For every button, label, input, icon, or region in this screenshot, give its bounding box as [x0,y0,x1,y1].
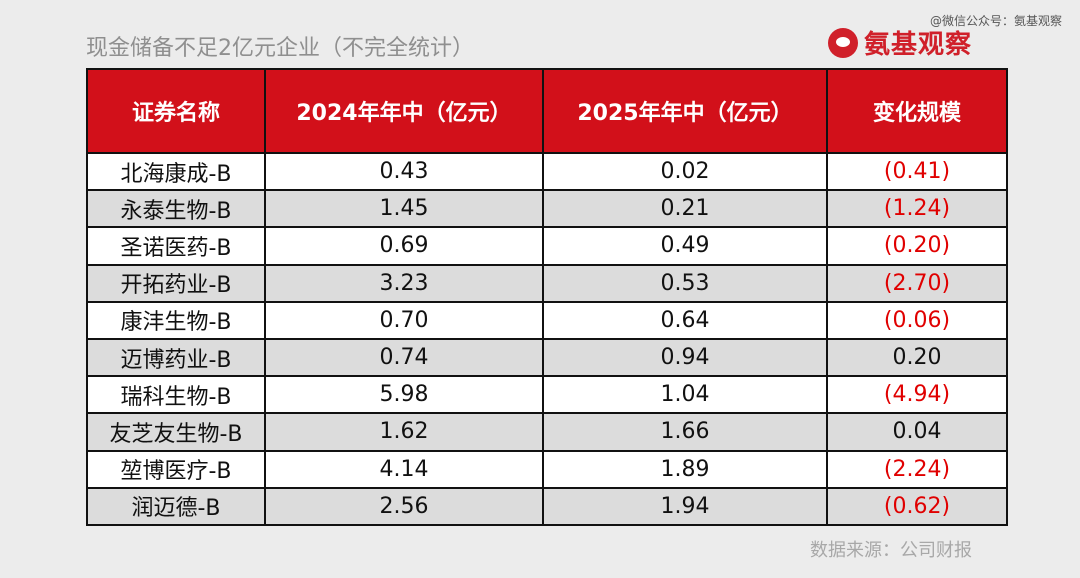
header-change: 变化规模 [826,68,1008,154]
cell-name: 北海康成-B [86,151,266,192]
cell-change: (0.06) [826,300,1008,340]
page-title: 现金储备不足2亿元企业（不完全统计） [86,36,474,61]
cell-2024: 0.74 [264,337,544,378]
cell-2025: 1.04 [542,375,828,415]
cell-name: 圣诺医药-B [86,226,266,266]
watermark: @微信公众号：氨基观察 [929,14,1062,28]
cell-2024: 4.14 [264,449,544,489]
brand-logo-text: 氨基观察 [864,30,973,60]
header-2025: 2025年年中（亿元） [542,68,828,154]
cell-2025: 1.66 [542,412,828,452]
cell-name: 友芝友生物-B [86,412,266,452]
cell-2024: 0.70 [264,300,544,340]
header-2024: 2024年年中（亿元） [264,68,544,154]
data-source: 数据来源：公司财报 [810,540,972,561]
cell-2024: 0.43 [264,151,544,192]
header-name: 证券名称 [86,68,266,154]
cell-name: 开拓药业-B [86,263,266,303]
brand-logo-icon [828,27,858,58]
table-row: 堃博医疗-B 4.14 1.89 (2.24) [86,449,1008,489]
cell-2025: 1.89 [542,449,828,489]
cell-2025: 0.02 [542,151,828,192]
brand-logo: 氨基观察 [828,24,972,61]
cell-change: (1.24) [826,189,1008,229]
cell-2024: 1.45 [264,189,544,229]
table-header-row: 证券名称 2024年年中（亿元） 2025年年中（亿元） 变化规模 [86,68,1008,154]
table-row: 瑞科生物-B 5.98 1.04 (4.94) [86,375,1008,415]
cell-change: (0.41) [826,151,1008,192]
cell-2025: 0.49 [542,226,828,266]
cell-name: 永泰生物-B [86,189,266,229]
table-row: 康沣生物-B 0.70 0.64 (0.06) [86,300,1008,340]
cell-change: (0.20) [826,226,1008,266]
cell-change: (2.24) [826,449,1008,489]
cell-2024: 3.23 [264,263,544,303]
table-row: 永泰生物-B 1.45 0.21 (1.24) [86,189,1008,229]
cell-2024: 1.62 [264,412,544,452]
cell-2024: 0.69 [264,226,544,266]
table-row: 北海康成-B 0.43 0.02 (0.41) [86,151,1008,192]
cash-reserve-table: 证券名称 2024年年中（亿元） 2025年年中（亿元） 变化规模 北海康成-B… [86,68,1008,526]
cell-change: (2.70) [826,263,1008,303]
cell-2025: 1.94 [542,486,828,526]
cell-name: 康沣生物-B [86,300,266,340]
cell-change: 0.04 [826,412,1008,452]
cell-change: 0.20 [826,337,1008,378]
table-row: 迈博药业-B 0.74 0.94 0.20 [86,337,1008,378]
cell-change: (0.62) [826,486,1008,526]
cell-name: 润迈德-B [86,486,266,526]
cell-2025: 0.94 [542,337,828,378]
cell-2024: 2.56 [264,486,544,526]
cell-2025: 0.53 [542,263,828,303]
table-row: 友芝友生物-B 1.62 1.66 0.04 [86,412,1008,452]
cell-2024: 5.98 [264,375,544,415]
cell-2025: 0.21 [542,189,828,229]
table-row: 润迈德-B 2.56 1.94 (0.62) [86,486,1008,526]
cell-name: 瑞科生物-B [86,375,266,415]
table-row: 圣诺医药-B 0.69 0.49 (0.20) [86,226,1008,266]
cell-change: (4.94) [826,375,1008,415]
cell-name: 堃博医疗-B [86,449,266,489]
cell-name: 迈博药业-B [86,337,266,378]
table-row: 开拓药业-B 3.23 0.53 (2.70) [86,263,1008,303]
cell-2025: 0.64 [542,300,828,340]
